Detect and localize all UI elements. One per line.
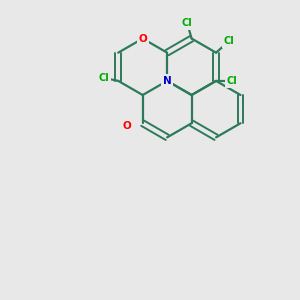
Text: O: O <box>123 121 131 131</box>
Text: Cl: Cl <box>99 73 110 83</box>
Text: Cl: Cl <box>224 36 234 46</box>
Text: Cl: Cl <box>182 18 193 28</box>
Text: N: N <box>163 76 172 86</box>
Text: Cl: Cl <box>226 76 237 86</box>
Text: O: O <box>138 34 147 44</box>
